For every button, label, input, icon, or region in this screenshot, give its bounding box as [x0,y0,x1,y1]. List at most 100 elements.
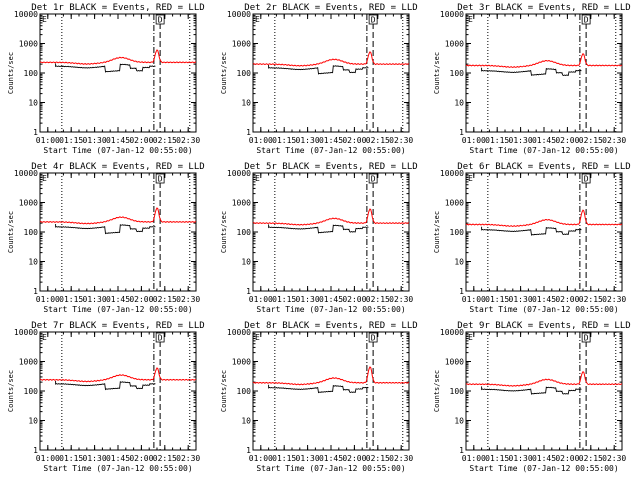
y-tick-label: 1000 [19,199,38,208]
corner-marker-e: E [255,174,260,183]
x-axis-label: Start Time (07-Jan-12 00:55:00) [469,464,618,473]
panel-3: Det 3r BLACK = Events, RED = LLD 1 10 100 10… [433,3,631,155]
y-tick-label: 1 [459,446,464,455]
x-tick-label: 02:00 [129,136,153,145]
y-tick-label: 100 [24,69,39,78]
events-series-line [481,67,582,77]
x-tick-label: 01:15 [59,136,83,145]
corner-marker-d: D [584,175,589,184]
y-tick-label: 10000 [227,10,251,19]
x-tick-label: 02:30 [176,136,200,145]
plot-frame [39,331,197,451]
y-tick-label: 10000 [14,10,38,19]
x-tick-label: 01:30 [296,136,320,145]
y-tick-label: 10 [454,99,464,108]
x-tick-label: 01:15 [272,454,296,463]
x-axis-label: Start Time (07-Jan-12 00:55:00) [256,305,405,314]
x-tick-label: 02:30 [602,295,626,304]
y-tick-label: 100 [450,228,465,237]
panel-title: Det 4r BLACK = Events, RED = LLD [31,162,204,172]
x-tick-label: 01:45 [106,454,130,463]
x-tick-label: 02:15 [579,295,603,304]
panel-title: Det 1r BLACK = Events, RED = LLD [31,3,204,13]
y-tick-label: 1 [246,446,251,455]
y-tick-label: 10000 [440,169,464,178]
x-tick-label: 02:15 [366,136,390,145]
corner-marker-e: E [468,15,473,24]
x-tick-label: 01:00 [249,454,273,463]
y-tick-label: 100 [237,228,252,237]
corner-marker-e: E [468,174,473,183]
y-tick-label: 10 [28,258,38,267]
y-axis-label: Counts/sec [220,370,228,412]
x-tick-label: 02:00 [129,454,153,463]
corner-marker-e: E [468,333,473,342]
events-series-line [268,384,369,394]
x-tick-label: 01:45 [319,136,343,145]
x-axis-label: Start Time (07-Jan-12 00:55:00) [469,146,618,155]
events-series-line [481,386,582,395]
x-tick-label: 02:30 [389,136,413,145]
events-series-line [55,223,156,235]
x-axis-label: Start Time (07-Jan-12 00:55:00) [469,305,618,314]
y-tick-label: 1 [246,287,251,296]
y-tick-label: 100 [450,387,465,396]
y-tick-label: 10000 [14,169,38,178]
y-axis-label: Counts/sec [220,52,228,94]
y-tick-label: 1000 [232,40,251,49]
x-tick-label: 01:30 [296,454,320,463]
corner-marker-box [155,332,165,343]
x-tick-label: 02:15 [579,136,603,145]
x-tick-label: 01:30 [83,136,107,145]
corner-marker-d: D [158,16,163,25]
x-tick-label: 01:00 [462,454,486,463]
x-tick-label: 01:30 [83,295,107,304]
y-tick-label: 10000 [14,328,38,337]
y-tick-label: 100 [237,387,252,396]
y-axis-label: Counts/sec [433,52,441,94]
corner-marker-d: D [158,334,163,343]
y-tick-label: 1 [33,287,38,296]
panel-title: Det 5r BLACK = Events, RED = LLD [244,162,417,172]
panel-9: Det 9r BLACK = Events, RED = LLD 1 10 100 10… [433,321,631,473]
y-axis-label: Counts/sec [7,211,15,253]
x-axis-label: Start Time (07-Jan-12 00:55:00) [43,305,192,314]
lld-series-line [465,370,623,387]
panel-2: Det 2r BLACK = Events, RED = LLD 1 10 100 10… [220,3,418,155]
corner-marker-d: D [584,334,589,343]
x-tick-label: 01:00 [36,454,60,463]
x-tick-label: 02:00 [555,136,579,145]
y-tick-label: 100 [24,228,39,237]
y-tick-label: 1000 [232,199,251,208]
lld-series-line [39,207,197,225]
x-tick-label: 02:30 [602,136,626,145]
x-tick-label: 02:00 [555,295,579,304]
lld-series-line [39,49,197,65]
panel-6: Det 6r BLACK = Events, RED = LLD 1 10 100 10… [433,162,631,314]
plot-frame [252,13,410,133]
y-tick-label: 1 [33,446,38,455]
y-tick-label: 100 [450,69,465,78]
y-tick-label: 10000 [227,169,251,178]
x-tick-label: 01:45 [106,136,130,145]
x-tick-label: 01:30 [509,295,533,304]
events-series-line [55,380,156,391]
x-tick-label: 01:00 [36,295,60,304]
lld-series-line [39,367,197,383]
y-tick-label: 1 [459,287,464,296]
x-tick-label: 01:15 [272,136,296,145]
y-tick-label: 1 [33,128,38,137]
corner-marker-box [368,14,378,25]
x-tick-label: 02:00 [342,136,366,145]
x-tick-label: 01:15 [59,454,83,463]
corner-marker-d: D [584,16,589,25]
x-tick-label: 01:00 [249,136,273,145]
y-axis-label: Counts/sec [7,370,15,412]
y-axis-label: Counts/sec [433,211,441,253]
panel-title: Det 8r BLACK = Events, RED = LLD [244,321,417,331]
x-axis-label: Start Time (07-Jan-12 00:55:00) [43,464,192,473]
x-tick-label: 01:15 [485,295,509,304]
x-axis-label: Start Time (07-Jan-12 00:55:00) [43,146,192,155]
corner-marker-e: E [255,333,260,342]
y-tick-label: 10 [241,258,251,267]
